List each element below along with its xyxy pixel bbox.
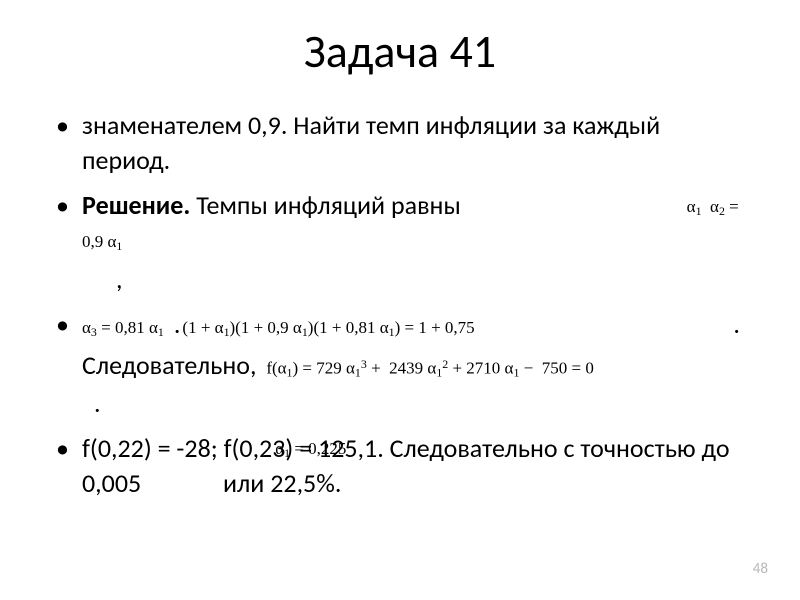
bullet-list: знаменателем 0,9. Найти темп инфляции за… [56, 108, 744, 258]
formula-alpha3: α3 = 0,81 α1 [82, 317, 164, 340]
bullet-2: Решение. Темпы инфляций равны α1 α2 = 0,… [56, 188, 744, 258]
bullet-4: f(0,22) = -28; f(0,23) =α1 = 0,225 125,1… [56, 431, 744, 501]
bullet-2-text: Темпы инфляций равны [190, 189, 466, 221]
formula-alpha-result: α1 = 0,225 [275, 438, 346, 461]
follow-word: Следовательно, [82, 349, 262, 381]
formula-cubic: f(α1) = 729 α13 + 2439 α12 + 2710 α1 − 7… [266, 356, 594, 381]
trailing-dot-2: . [94, 387, 101, 419]
bullet-3: α3 = 0,81 α1 . (1 + α1)(1 + 0,9 α1)(1 + … [56, 307, 744, 421]
solution-label: Решение. [82, 189, 190, 221]
formula-product: (1 + α1)(1 + 0,9 α1)(1 + 0,81 α1) = 1 + … [182, 317, 474, 340]
bullet-1: знаменателем 0,9. Найти темп инфляции за… [56, 108, 744, 178]
bullet-2-cont: , [56, 262, 744, 297]
dot-after-alpha3: . [174, 307, 181, 342]
page-number: 48 [753, 560, 768, 578]
f-eq-overlap: =α1 = 0,225 [299, 432, 312, 464]
slide-title: Задача 41 [56, 24, 744, 80]
bullet-1-text: знаменателем 0,9. Найти темп инфляции за… [82, 109, 660, 176]
bullet-list-2: α3 = 0,81 α1 . (1 + α1)(1 + 0,9 α1)(1 + … [56, 307, 744, 501]
slide: Задача 41 знаменателем 0,9. Найти темп и… [0, 0, 800, 600]
comma: , [116, 263, 123, 295]
or-pct: или 22,5%. [217, 467, 341, 499]
f-values-pre: f(0,22) = -28; f(0,23) [82, 432, 299, 464]
trailing-dot-1: . [733, 307, 744, 342]
